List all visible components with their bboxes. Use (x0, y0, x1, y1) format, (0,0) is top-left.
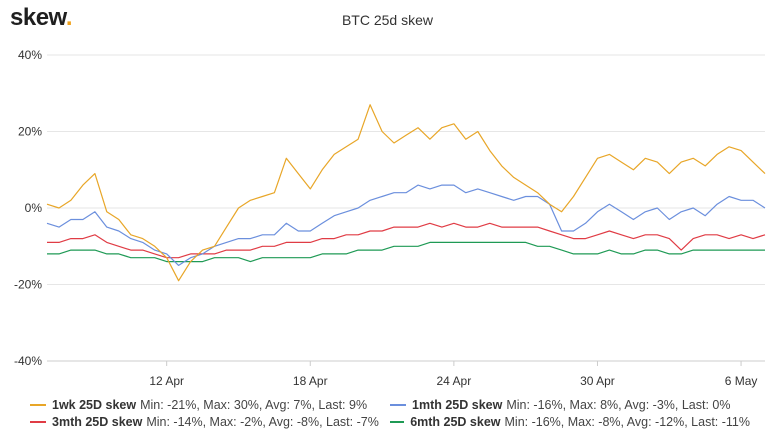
legend-name: 1mth 25D skew (412, 397, 503, 412)
legend-item-3mth[interactable]: 3mth 25D skew Min: -14%, Max: -2%, Avg: … (30, 415, 390, 429)
y-tick-label: 0% (25, 201, 43, 215)
legend-name: 1wk 25D skew (52, 397, 137, 412)
legend-item-6mth[interactable]: 6mth 25D skew Min: -16%, Max: -8%, Avg: … (390, 415, 750, 429)
legend-item-1mth[interactable]: 1mth 25D skew Min: -16%, Max: 8%, Avg: -… (390, 398, 750, 412)
x-tick-label: 30 Apr (580, 374, 615, 388)
y-tick-label: 40% (18, 48, 42, 62)
logo-text: skew (10, 4, 66, 31)
y-tick-label: -40% (14, 354, 42, 368)
series-lines (46, 104, 766, 282)
series-line-1mth (46, 184, 766, 266)
legend: 1wk 25D skew Min: -21%, Max: 30%, Avg: 7… (30, 396, 770, 430)
legend-item-1wk[interactable]: 1wk 25D skew Min: -21%, Max: 30%, Avg: 7… (30, 398, 390, 412)
x-tick-label: 12 Apr (149, 374, 184, 388)
legend-stats: Min: -14%, Max: -2%, Avg: -8%, Last: -7% (146, 414, 379, 429)
series-line-3mth (47, 222, 766, 259)
legend-stats: Min: -16%, Max: -8%, Avg: -12%, Last: -1… (504, 414, 750, 429)
y-tick-label: -20% (14, 278, 42, 292)
legend-swatch-1wk (30, 403, 46, 406)
x-tick-label: 6 May (725, 374, 758, 388)
logo-dot: . (65, 4, 73, 31)
x-tick-label: 18 Apr (293, 374, 328, 388)
legend-swatch-3mth (30, 420, 46, 423)
legend-stats: Min: -16%, Max: 8%, Avg: -3%, Last: 0% (506, 397, 731, 412)
legend-name: 3mth 25D skew (52, 414, 143, 429)
legend-swatch-6mth (390, 420, 405, 423)
legend-stats: Min: -21%, Max: 30%, Avg: 7%, Last: 9% (140, 397, 368, 412)
x-tick-label: 24 Apr (437, 374, 472, 388)
y-tick-label: 20% (18, 125, 42, 139)
legend-row: 1wk 25D skew Min: -21%, Max: 30%, Avg: 7… (30, 396, 770, 413)
axes: -40% -20% 0% 20% 40% 12 Apr 18 Apr 24 Apr 30 Apr… (14, 48, 765, 388)
skew-logo: skew. (10, 4, 73, 32)
chart-area: -40% -20% 0% 20% 40% 12 Apr 18 Apr 24 Apr 30 Apr… (14, 48, 766, 388)
series-line-6mth (47, 241, 765, 263)
series-line-1wk (46, 104, 766, 282)
legend-swatch-1mth (390, 403, 406, 406)
legend-row: 3mth 25D skew Min: -14%, Max: -2%, Avg: … (30, 413, 770, 430)
legend-name: 6mth 25D skew (410, 414, 501, 429)
chart-title: BTC 25d skew (341, 12, 434, 28)
